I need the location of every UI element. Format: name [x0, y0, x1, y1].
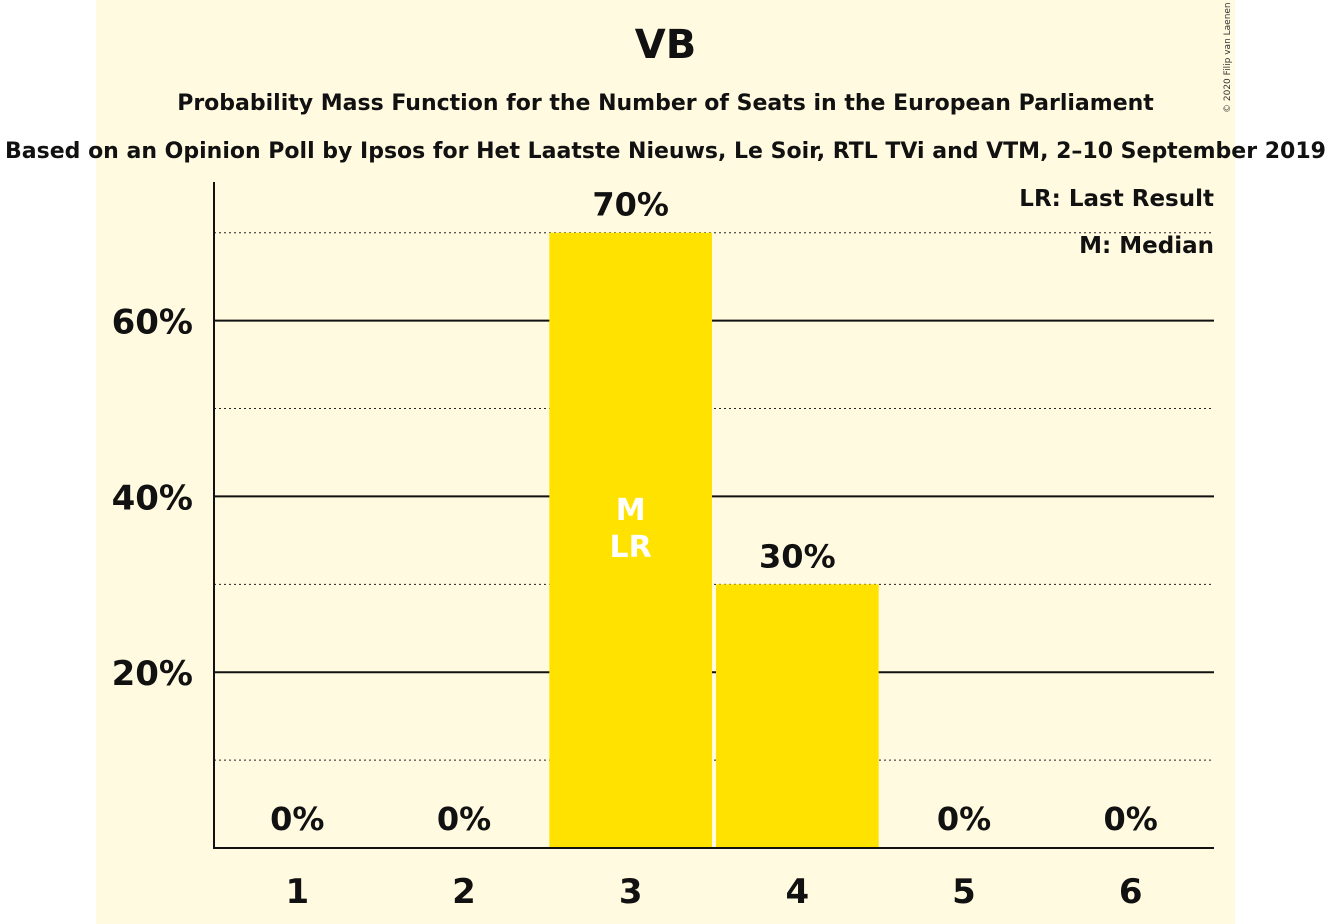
- bar-value-label: 30%: [759, 537, 836, 575]
- bar: [549, 232, 712, 849]
- y-tick-label: 60%: [112, 303, 193, 343]
- legend-median: M: Median: [1079, 233, 1214, 259]
- chart-title: VB: [634, 22, 697, 68]
- bar-value-label: 0%: [937, 800, 991, 838]
- chart-subtitle: Probability Mass Function for the Number…: [177, 91, 1154, 116]
- x-tick-label: 1: [285, 872, 309, 912]
- bar-value-label: 70%: [592, 186, 669, 224]
- bar-annotation-label: LR: [610, 530, 652, 565]
- x-tick-label: 4: [785, 872, 809, 912]
- bar-annotation-label: M: [616, 493, 646, 528]
- x-tick-label: 6: [1119, 872, 1143, 912]
- x-tick-label: 2: [452, 872, 476, 912]
- bar-value-label: 0%: [1104, 800, 1158, 838]
- bar: [716, 584, 879, 848]
- bar-value-label: 0%: [270, 800, 324, 838]
- x-tick-label: 5: [952, 872, 976, 912]
- legend-last-result: LR: Last Result: [1019, 186, 1214, 212]
- chart-source-line: Based on an Opinion Poll by Ipsos for He…: [5, 139, 1326, 164]
- y-tick-label: 20%: [112, 654, 193, 694]
- y-tick-label: 40%: [112, 478, 193, 518]
- bar-value-label: 0%: [437, 800, 491, 838]
- x-tick-label: 3: [619, 872, 643, 912]
